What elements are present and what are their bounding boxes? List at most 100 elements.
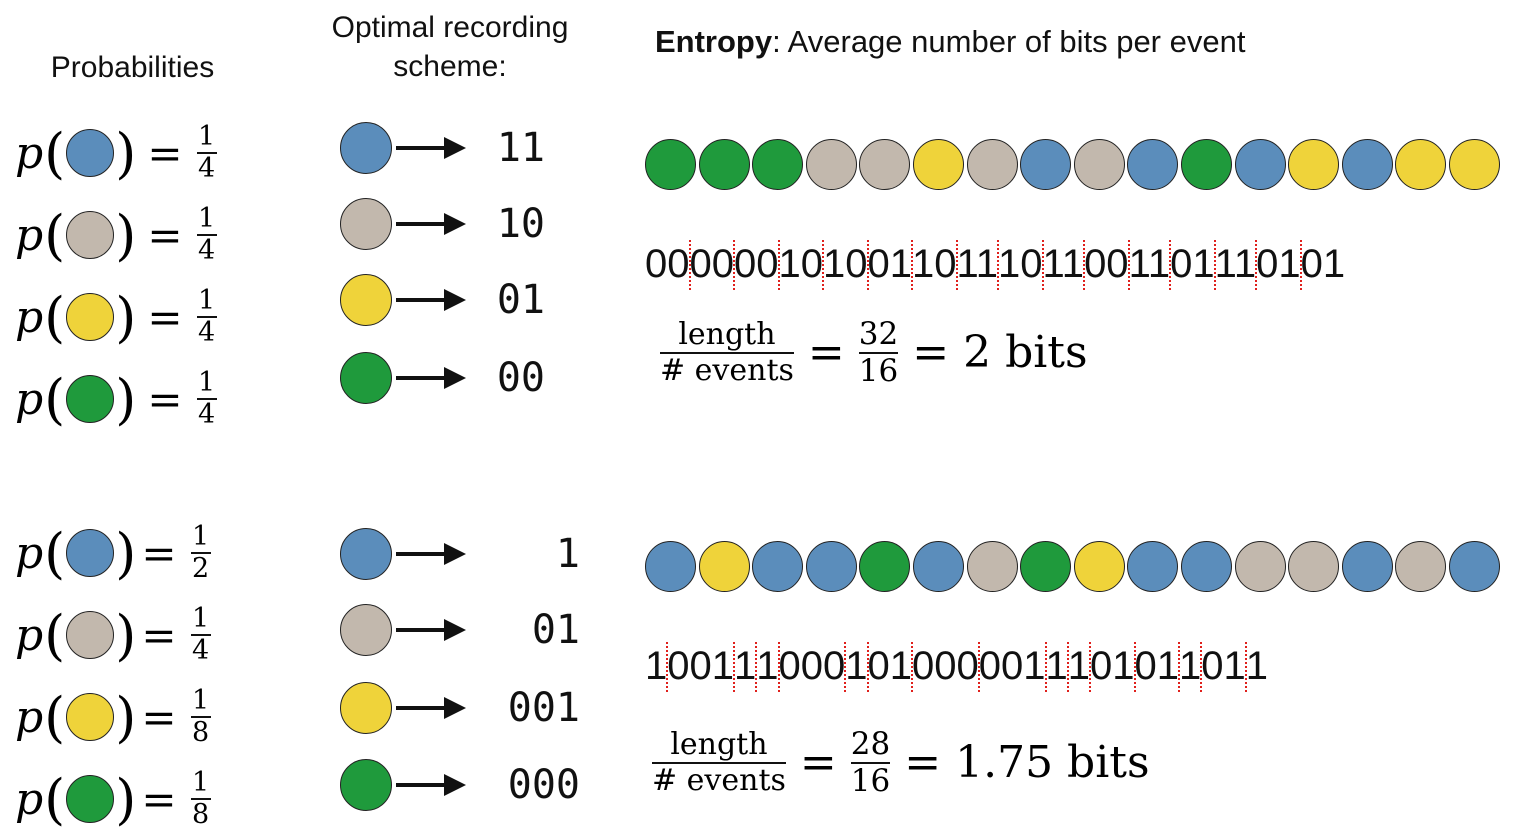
fraction-bar <box>190 634 211 636</box>
fraction-denominator: 4 <box>197 153 216 184</box>
open-paren: ( <box>44 203 66 267</box>
length-over-events-fraction: length # events <box>660 319 794 386</box>
blue-event <box>1341 139 1393 190</box>
code-mapping-row: 001 <box>340 680 580 736</box>
fraction-bar <box>660 351 794 354</box>
yellow-event-circle <box>340 682 392 734</box>
right-arrow-icon <box>396 774 466 796</box>
probability-row: p() = 1 4 <box>15 600 211 670</box>
right-arrow-icon <box>396 137 466 159</box>
code-word-segment: 10 <box>911 240 957 290</box>
probabilities-header: Probabilities <box>50 51 215 84</box>
yellow-event-circle <box>66 293 115 341</box>
code-word: 001 <box>507 685 580 731</box>
green-event-circle <box>340 352 392 404</box>
code-word: 10 <box>496 201 545 247</box>
fraction-denominator: 4 <box>191 635 210 666</box>
equals-sign: = <box>147 210 183 260</box>
blue-event <box>1127 139 1179 190</box>
code-word-segment: 01 <box>1133 642 1179 692</box>
code-mapping-row: 1 <box>340 526 580 582</box>
fraction-numerator: 1 <box>191 520 210 552</box>
code-word-segment: 01 <box>1089 642 1135 692</box>
scheme-header: Optimal recording scheme: <box>331 11 569 83</box>
gray-event <box>966 139 1018 190</box>
code-word-segment: 10 <box>822 240 868 290</box>
code-word-segment: 11 <box>1041 240 1085 290</box>
equals-sign: = <box>141 610 177 660</box>
blue-event <box>645 541 696 592</box>
blue-event <box>1127 541 1179 592</box>
equals-sign: = <box>807 327 845 379</box>
right-arrow-icon <box>396 619 466 641</box>
close-paren: ) <box>115 603 137 667</box>
probability-symbol: p <box>15 527 44 579</box>
gray-event <box>859 139 911 190</box>
code-word-segment: 1 <box>645 644 668 688</box>
gray-event <box>1073 139 1125 190</box>
gray-event <box>1395 541 1447 592</box>
yellow-event-circle <box>340 274 392 326</box>
probability-row: p() = 1 4 <box>15 282 217 352</box>
code-word-segment: 10 <box>777 240 823 290</box>
entropy-header: Entropy: Average number of bits per even… <box>655 24 1245 60</box>
result-text: = 2 bits <box>912 327 1088 379</box>
yellow-event <box>1073 541 1125 592</box>
right-arrow-icon <box>396 289 466 311</box>
green-event <box>1020 541 1072 592</box>
green-event-circle <box>66 375 115 423</box>
blue-event-circle <box>340 528 392 580</box>
open-paren: ( <box>44 767 66 831</box>
code-word-segment: 01 <box>1169 240 1215 290</box>
code-word: 01 <box>496 277 545 323</box>
fraction-numerator: 1 <box>191 684 210 716</box>
close-paren: ) <box>115 285 137 349</box>
fraction-numerator: 1 <box>191 602 210 634</box>
encoded-bitstring: 00000010100110111011001101110101 <box>645 240 1345 290</box>
probability-row: p() = 1 4 <box>15 364 217 434</box>
gray-event-circle <box>340 198 392 250</box>
fraction-denominator: 8 <box>191 717 210 748</box>
blue-event-circle <box>66 129 115 177</box>
entropy-subtitle: : Average number of bits per event <box>772 24 1246 59</box>
code-word-segment: 1 <box>1044 642 1068 692</box>
blue-event-circle <box>66 529 115 577</box>
code-word-segment: 001 <box>666 642 734 692</box>
code-word-segment: 1 <box>755 642 779 692</box>
open-paren: ( <box>44 285 66 349</box>
fraction-bar <box>858 351 899 354</box>
fraction-denominator: 2 <box>191 553 210 584</box>
blue-event <box>912 541 964 592</box>
blue-event <box>1234 139 1286 190</box>
blue-event <box>1020 139 1072 190</box>
equals-sign: = <box>141 528 177 578</box>
fraction-denominator: 4 <box>197 235 216 266</box>
fraction-numerator: 1 <box>197 366 216 398</box>
right-arrow-icon <box>396 213 466 235</box>
blue-event <box>1448 541 1500 592</box>
green-event-circle <box>340 759 392 811</box>
probability-symbol: p <box>15 691 44 743</box>
blue-event <box>1180 541 1232 592</box>
code-mapping-row: 000 <box>340 757 580 813</box>
yellow-event <box>1448 139 1500 190</box>
fraction-denominator: 16 <box>850 762 891 799</box>
fraction-denominator: 8 <box>191 799 210 830</box>
code-mapping-row: 01 <box>340 602 580 658</box>
gray-event <box>1234 541 1286 592</box>
fraction-numerator: 28 <box>850 726 891 762</box>
close-paren: ) <box>115 367 137 431</box>
code-word: 11 <box>496 125 545 171</box>
blue-event-circle <box>340 122 392 174</box>
code-word-segment: 1 <box>1244 642 1268 692</box>
fraction-numerator: 1 <box>197 120 216 152</box>
entropy-formula: length # events = 28 16 = 1.75 bits <box>652 728 1150 797</box>
probability-row: p() = 1 8 <box>15 764 211 834</box>
probability-symbol: p <box>15 609 44 661</box>
code-word-segment: 01 <box>866 240 912 290</box>
gray-event-circle <box>66 611 115 659</box>
open-paren: ( <box>44 521 66 585</box>
